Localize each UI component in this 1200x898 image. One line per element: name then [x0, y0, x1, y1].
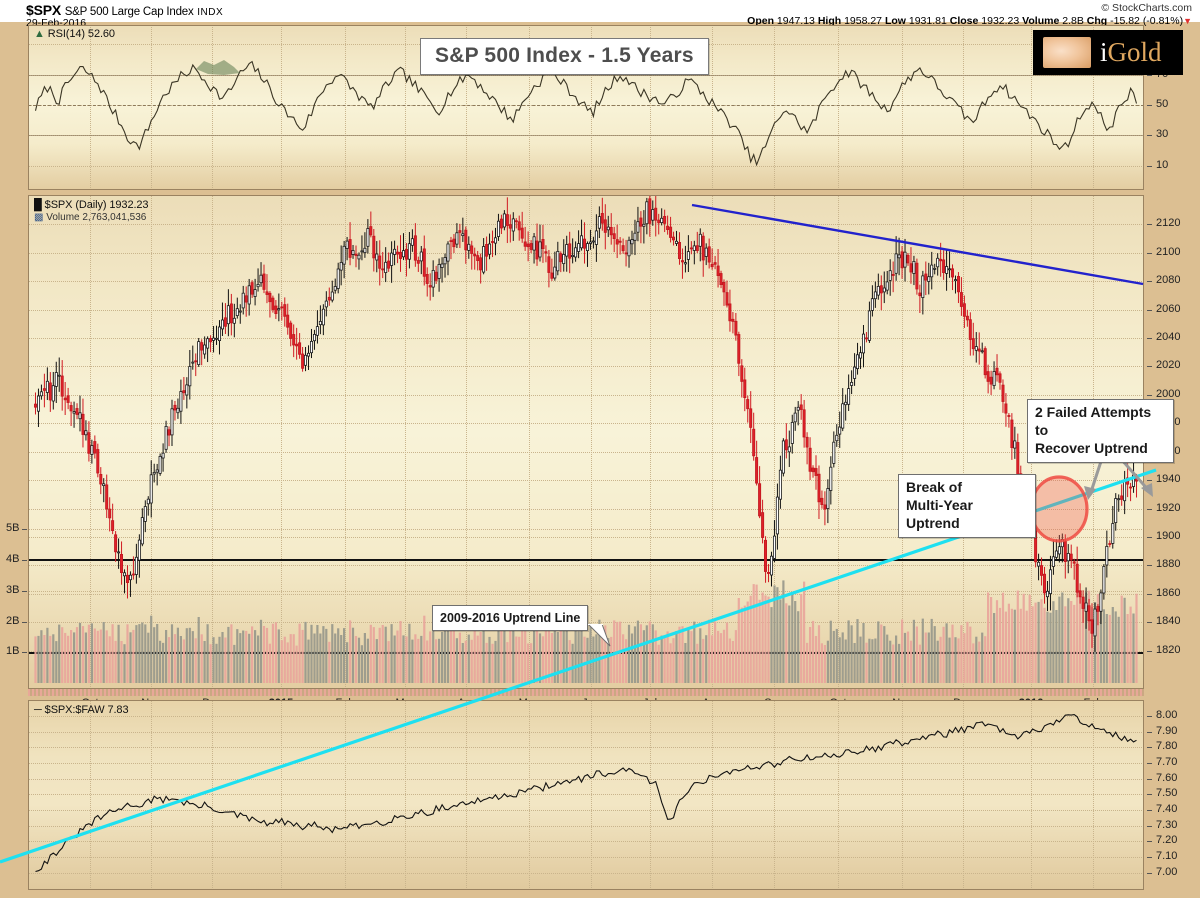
- high-label: High: [817, 15, 842, 27]
- high-value: 1958.27: [844, 15, 883, 27]
- low-label: Low: [884, 15, 906, 27]
- ratio-tick-7-40: 7.40: [1156, 803, 1178, 816]
- candlestick-icon: █: [34, 199, 42, 211]
- price-tick-1860: 1860: [1156, 586, 1181, 599]
- price-tick-2000: 2000: [1156, 387, 1181, 400]
- change-value: -15.82 (-0.81%): [1110, 15, 1184, 27]
- volume-tick-5B: 5B: [6, 522, 20, 535]
- price-tick-2040: 2040: [1156, 331, 1181, 344]
- ratio-tick-8-00: 8.00: [1156, 708, 1178, 721]
- rsi-tick-50: 50: [1156, 97, 1169, 110]
- header-band: [0, 0, 1200, 22]
- low-value: 1931.81: [908, 15, 947, 27]
- price-tick-1920: 1920: [1156, 501, 1181, 514]
- volume-tick-3B: 3B: [6, 583, 20, 596]
- volume-legend-text: Volume 2,763,041,536: [46, 212, 147, 223]
- ratio-tick-7-30: 7.30: [1156, 818, 1178, 831]
- open-value: 1947.13: [776, 15, 815, 27]
- volume-tick-1B: 1B: [6, 645, 20, 658]
- symbol-ticker: $SPX: [26, 2, 61, 18]
- price-tick-1840: 1840: [1156, 615, 1181, 628]
- price-tick-2060: 2060: [1156, 302, 1181, 315]
- ratio-tick-7-50: 7.50: [1156, 787, 1178, 800]
- rsi-legend: ▲ RSI(14) 52.60: [34, 28, 115, 40]
- ratio-tick-7-90: 7.90: [1156, 724, 1178, 737]
- ratio-tick-7-80: 7.80: [1156, 740, 1178, 753]
- volume-bars-icon: ▩: [34, 212, 44, 223]
- price-legend-text: $SPX (Daily) 1932.23: [44, 199, 149, 211]
- igold-wordmark: iGold: [1100, 39, 1162, 66]
- rsi-panel-border: [28, 25, 1144, 190]
- volume-tick-4B: 4B: [6, 553, 20, 566]
- rsi-legend-text: RSI(14) 52.60: [47, 28, 115, 40]
- change-direction-icon: ▼: [1183, 16, 1192, 26]
- price-tick-2080: 2080: [1156, 274, 1181, 287]
- volume-tick-2B: 2B: [6, 614, 20, 627]
- symbol-exchange: INDX: [197, 7, 224, 18]
- igold-i: i: [1100, 37, 1108, 67]
- price-legend: █ $SPX (Daily) 1932.23: [34, 199, 149, 211]
- price-tick-1880: 1880: [1156, 558, 1181, 571]
- annotation-uptrend-line-label: 2009-2016 Uptrend Line: [432, 605, 589, 631]
- stockcharts-credit: © StockCharts.com: [1101, 2, 1192, 14]
- price-tick-2100: 2100: [1156, 245, 1181, 258]
- rsi-tick-10: 10: [1156, 158, 1169, 171]
- change-label: Chg: [1086, 15, 1108, 27]
- ratio-tick-7-10: 7.10: [1156, 850, 1178, 863]
- symbol-description: S&P 500 Large Cap Index: [64, 6, 194, 18]
- price-tick-1940: 1940: [1156, 473, 1181, 486]
- ratio-legend: ─ $SPX:$FAW 7.83: [34, 704, 129, 716]
- line-icon: ─: [34, 704, 42, 716]
- igold-logo: iGold: [1033, 30, 1183, 75]
- annotation-failed-attempts: 2 Failed Attempts to Recover Uptrend: [1027, 399, 1174, 463]
- ratio-legend-text: $SPX:$FAW 7.83: [44, 704, 129, 716]
- ohlc-quote-bar: Open 1947.13 High 1958.27 Low 1931.81 Cl…: [747, 15, 1192, 27]
- rsi-legend-icon: ▲: [34, 28, 45, 40]
- symbol-header: $SPX S&P 500 Large Cap Index INDX: [26, 2, 223, 18]
- igold-mark-icon: [1043, 37, 1091, 68]
- price-tick-2020: 2020: [1156, 359, 1181, 372]
- ratio-tick-7-20: 7.20: [1156, 834, 1178, 847]
- price-tick-1820: 1820: [1156, 643, 1181, 656]
- date-axis-band: [28, 689, 1144, 696]
- ratio-tick-7-60: 7.60: [1156, 771, 1178, 784]
- close-value: 1932.23: [981, 15, 1020, 27]
- rsi-tick-30: 30: [1156, 128, 1169, 141]
- ratio-tick-7-00: 7.00: [1156, 865, 1178, 878]
- ratio-tick-7-70: 7.70: [1156, 755, 1178, 768]
- page-title: S&P 500 Index - 1.5 Years: [420, 38, 709, 75]
- annotation-break-of-uptrend: Break of Multi-Year Uptrend: [898, 474, 1036, 538]
- volume-legend: ▩ Volume 2,763,041,536: [34, 212, 146, 223]
- open-label: Open: [747, 15, 774, 27]
- volume-value: 2.8B: [1062, 15, 1084, 27]
- price-tick-1900: 1900: [1156, 530, 1181, 543]
- igold-gold: Gold: [1107, 37, 1162, 67]
- ratio-panel-border: [28, 700, 1144, 890]
- price-tick-2120: 2120: [1156, 217, 1181, 230]
- close-label: Close: [949, 15, 979, 27]
- ratio-panel: [28, 700, 1144, 890]
- volume-label: Volume: [1022, 15, 1060, 27]
